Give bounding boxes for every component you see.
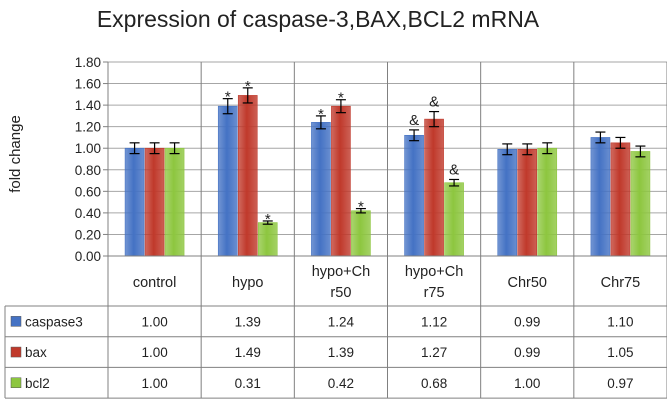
bar-bcl2 xyxy=(351,210,371,257)
data-label: 0.99 xyxy=(514,314,540,329)
data-label: 1.39 xyxy=(328,345,354,360)
y-tick-label: 0.80 xyxy=(75,163,101,178)
category-label: r50 xyxy=(330,285,351,301)
legend-key-bcl2 xyxy=(10,377,22,388)
data-label: 0.97 xyxy=(607,376,633,391)
y-axis-ticks: 0.00 0.20 0.40 0.60 0.80 1.00 1.20 1.40 1.60 1.80 xyxy=(75,55,109,264)
significance-marker: * xyxy=(318,106,324,123)
bar-caspase3 xyxy=(217,105,238,257)
y-tick-label: 1.40 xyxy=(75,98,101,113)
legend-label: caspase3 xyxy=(25,314,83,329)
y-tick-label: 0.60 xyxy=(75,184,101,199)
bar-bcl2 xyxy=(164,147,185,257)
bar-bax xyxy=(517,149,538,257)
y-tick-label: 0.20 xyxy=(75,227,101,242)
bar-bax xyxy=(424,118,444,257)
category-label: hypo xyxy=(232,275,263,291)
significance-marker: & xyxy=(429,94,439,111)
bar-bax xyxy=(610,142,631,257)
bar-caspase3 xyxy=(124,147,145,257)
data-label: 1.05 xyxy=(607,345,633,360)
significance-marker: * xyxy=(265,211,271,228)
legend-label: bcl2 xyxy=(25,376,50,391)
chart-title: Expression of caspase-3,BAX,BCL2 mRNA xyxy=(97,6,540,32)
y-tick-label: 1.00 xyxy=(75,141,101,156)
category-label: control xyxy=(133,275,177,291)
y-tick-label: 1.60 xyxy=(75,77,101,92)
data-label: 1.39 xyxy=(235,314,261,329)
data-label: 1.10 xyxy=(607,314,633,329)
significance-marker: * xyxy=(225,89,231,106)
bar-caspase3 xyxy=(497,149,518,257)
bar-bax xyxy=(331,105,351,257)
significance-marker: & xyxy=(409,112,419,129)
data-label: 1.49 xyxy=(235,345,261,360)
data-label: 0.99 xyxy=(514,345,540,360)
data-table: control hypo hypo+Ch r50 hypo+Ch r75 Chr50 Chr7… xyxy=(4,62,667,399)
bar-bcl2 xyxy=(630,151,651,257)
category-label: hypo+Ch xyxy=(312,264,370,280)
legend-label: bax xyxy=(25,345,47,360)
significance-marker: & xyxy=(449,161,459,178)
category-label: Chr75 xyxy=(601,275,641,291)
significance-marker: * xyxy=(245,78,251,95)
y-axis-label: fold change xyxy=(7,115,24,193)
data-label: 0.42 xyxy=(328,376,354,391)
data-label: 0.31 xyxy=(235,376,261,391)
significance-marker: * xyxy=(338,90,344,107)
bar-bax xyxy=(237,95,258,257)
bar-bcl2 xyxy=(537,147,558,257)
y-tick-label: 1.20 xyxy=(75,120,101,135)
legend-key-bax xyxy=(10,346,22,358)
category-label: r75 xyxy=(424,285,445,301)
category-label: hypo+Ch xyxy=(405,264,463,280)
y-tick-label: 0.40 xyxy=(75,206,101,221)
data-label: 1.00 xyxy=(514,376,540,391)
data-label: 1.27 xyxy=(421,345,447,360)
data-label: 1.00 xyxy=(141,314,167,329)
data-label: 0.68 xyxy=(421,376,447,391)
bars: * * & * * & * * & xyxy=(124,78,651,257)
data-label: 1.00 xyxy=(141,345,167,360)
y-tick-label: 1.80 xyxy=(75,55,101,70)
significance-marker: * xyxy=(358,199,364,216)
data-label: 1.00 xyxy=(141,376,167,391)
y-tick-label: 0.00 xyxy=(75,249,101,264)
bar-caspase3 xyxy=(404,134,424,257)
category-label: Chr50 xyxy=(508,275,548,291)
bar-bax xyxy=(144,147,165,257)
data-label: 1.24 xyxy=(328,314,355,329)
bar-bcl2 xyxy=(444,182,464,257)
data-label: 1.12 xyxy=(421,314,447,329)
bar-caspase3 xyxy=(590,137,611,257)
legend-key-caspase3 xyxy=(10,316,22,327)
bar-caspase3 xyxy=(311,122,331,257)
